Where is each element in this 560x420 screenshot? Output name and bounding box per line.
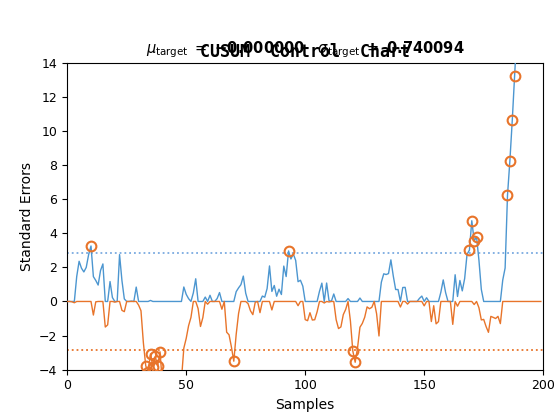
Title: CUSUM  Control  Chart: CUSUM Control Chart bbox=[200, 43, 410, 61]
Text: $\mu_{\rm target}$$\ =\ $$\bf{-0.000000}$$\quad$$\sigma_{\rm target}$$\ =\ $$\bf: $\mu_{\rm target}$$\ =\ $$\bf{-0.000000}… bbox=[146, 39, 464, 60]
Y-axis label: Standard Errors: Standard Errors bbox=[20, 162, 34, 271]
X-axis label: Samples: Samples bbox=[276, 398, 335, 412]
